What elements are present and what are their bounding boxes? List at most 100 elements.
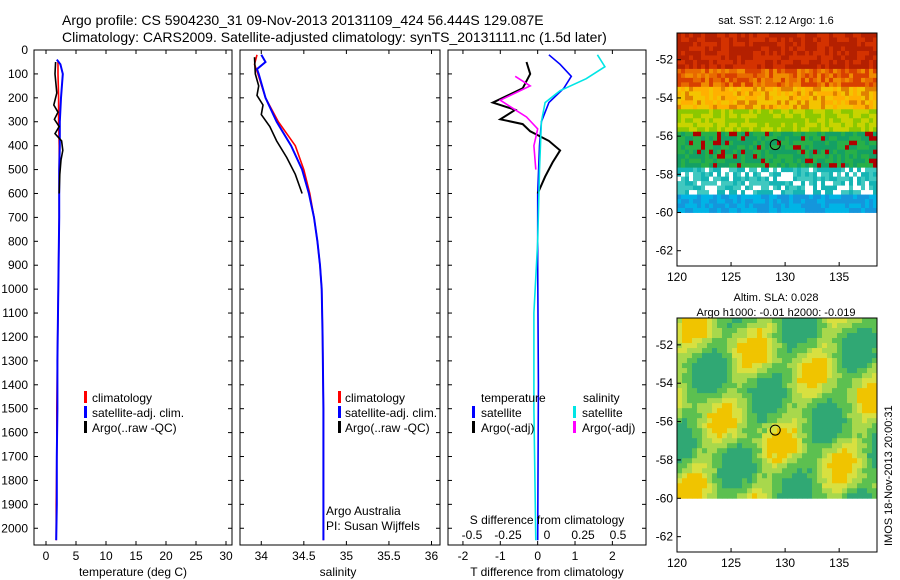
sst-cell [833, 190, 838, 195]
sla-cell [817, 353, 823, 359]
sla-cell [677, 408, 683, 414]
sla-cell [732, 473, 738, 479]
sla-cell [772, 448, 778, 454]
sla-cell [727, 318, 733, 324]
sst-cell [681, 127, 686, 133]
sst-cell [745, 203, 750, 209]
sst-cell [769, 185, 774, 191]
sst-cell [761, 77, 766, 83]
sst-cell [697, 167, 702, 173]
sla-cell [757, 423, 763, 429]
sst-cell [701, 185, 706, 191]
sla-cell [742, 338, 748, 344]
sla-cell [712, 478, 718, 484]
sst-cell [681, 154, 686, 160]
sla-cell [842, 398, 848, 404]
sst-cell [689, 149, 694, 155]
sst-cell [805, 82, 810, 88]
sst-cell [825, 194, 830, 200]
sst-cell [753, 122, 758, 128]
sst-cell [789, 181, 794, 186]
sst-cell [785, 158, 790, 164]
sst-cell [677, 208, 682, 213]
sst-cell [845, 86, 850, 92]
sst-cell [713, 136, 718, 142]
sst-cell [801, 77, 806, 83]
sst-cell [741, 163, 746, 169]
sst-cell [817, 127, 822, 133]
sla-cell [862, 468, 868, 474]
sst-cell [701, 127, 706, 133]
sst-cell [769, 86, 774, 92]
sst-cell [733, 140, 738, 146]
sla-cell [682, 478, 688, 484]
sst-cell [849, 100, 854, 106]
sst-cell [773, 167, 778, 173]
sla-cell [707, 413, 713, 419]
sla-cell [732, 388, 738, 394]
sst-cell [753, 203, 758, 209]
sst-cell [829, 181, 834, 186]
sst-cell [745, 59, 750, 65]
sla-cell [812, 383, 818, 389]
sst-cell [713, 82, 718, 88]
sst-cell [829, 208, 834, 213]
sla-cell [712, 428, 718, 434]
sla-cell [797, 453, 803, 459]
sst-cell [693, 185, 698, 191]
sst-cell [765, 109, 770, 115]
sla-cell [717, 378, 723, 384]
sst-cell [677, 145, 682, 151]
sla-cell [867, 323, 873, 329]
sst-cell [701, 50, 706, 56]
sla-cell [797, 448, 803, 454]
sst-cell [849, 158, 854, 164]
sst-cell [681, 46, 686, 52]
sst-cell [749, 154, 754, 160]
sla-cell [857, 463, 863, 469]
sla-cell [787, 398, 793, 404]
sla-cell [707, 488, 713, 494]
sla-cell [682, 408, 688, 414]
sla-cell [822, 478, 828, 484]
sst-cell [773, 149, 778, 155]
sst-cell [805, 59, 810, 65]
sst-cell [809, 95, 814, 101]
sla-cell [862, 438, 868, 444]
sst-cell [681, 203, 686, 209]
sst-cell [749, 136, 754, 142]
sst-cell [797, 149, 802, 155]
sst-cell [777, 167, 782, 173]
sst-cell [821, 158, 826, 164]
sla-cell [862, 393, 868, 399]
sst-cell [773, 86, 778, 92]
sla-cell [872, 328, 878, 334]
sla-cell [697, 328, 703, 334]
sst-cell [825, 104, 830, 110]
sst-cell [781, 172, 786, 178]
sst-cell [773, 127, 778, 133]
sla-cell [722, 418, 728, 424]
sst-cell [785, 203, 790, 209]
sst-cell [821, 77, 826, 83]
sst-cell [841, 163, 846, 169]
sst-cell [689, 33, 694, 38]
sla-cell [852, 348, 858, 354]
sla-cell [777, 443, 783, 449]
sla-cell [677, 423, 683, 429]
sla-cell [707, 468, 713, 474]
sst-cell [693, 199, 698, 204]
sst-cell [845, 154, 850, 160]
sla-cell [687, 348, 693, 354]
sst-cell [741, 149, 746, 155]
sst-cell [733, 127, 738, 133]
sla-cell [692, 408, 698, 414]
sla-cell [817, 343, 823, 349]
sst-cell [677, 181, 682, 186]
depth-tick-label: 1600 [1, 426, 28, 440]
salinity-legend: climatology satellite-adj. clim. Argo(..… [338, 391, 437, 435]
sst-cell [757, 95, 762, 101]
sla-cell [852, 493, 858, 499]
sst-cell [757, 167, 762, 173]
sst-cell [821, 64, 826, 70]
